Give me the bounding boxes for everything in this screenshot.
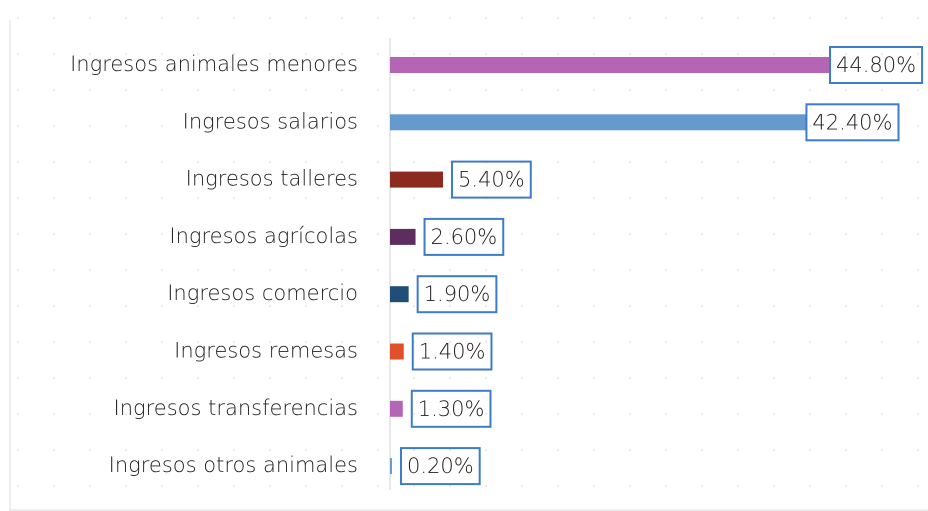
category-label: Ingresos salarios [183,109,358,133]
category-label: Ingresos animales menores [70,52,358,76]
bar [390,114,807,131]
bar [390,400,403,417]
bar [390,343,404,360]
bar [390,286,409,303]
data-label-box [416,275,498,314]
bar [390,228,416,245]
category-label: Ingresos otros animales [109,453,358,477]
category-label: Ingresos remesas [174,339,358,363]
data-label: 2.60% [431,225,498,249]
category-label: Ingresos talleres [186,167,358,191]
data-label: 44.80% [836,53,916,77]
data-label-box [805,103,900,142]
category-label: Ingresos transferencias [114,396,359,420]
data-label-box [451,160,532,199]
data-label: 1.90% [424,282,491,306]
category-label: Ingresos comercio [167,281,358,305]
data-label-box [423,217,505,256]
data-label-box [399,447,481,486]
bar [390,57,830,73]
bar [390,171,444,188]
data-label: 0.20% [407,454,474,478]
data-label: 1.40% [419,340,486,364]
category-label: Ingresos agrícolas [169,224,358,248]
data-label-box [829,46,924,84]
bar [390,458,392,475]
data-label: 1.30% [418,397,485,421]
data-label: 5.40% [458,168,525,192]
data-label-box [411,332,493,371]
data-label-box [410,389,492,428]
data-label: 42.40% [812,110,892,134]
